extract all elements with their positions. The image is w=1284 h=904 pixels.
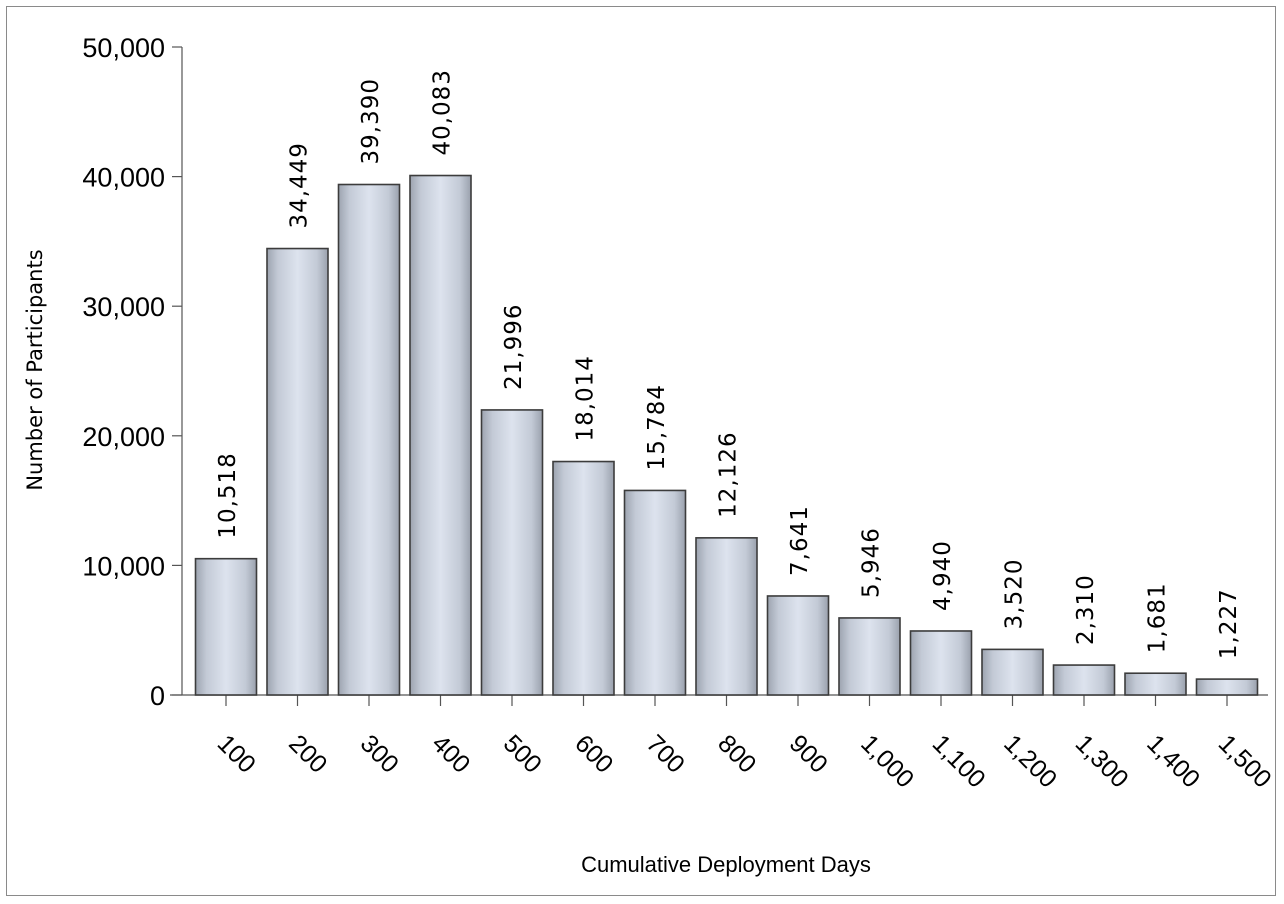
data-label: 10,518 bbox=[215, 452, 241, 538]
data-label: 12,126 bbox=[716, 431, 742, 517]
data-label: 4,940 bbox=[930, 540, 956, 611]
data-label: 1,227 bbox=[1216, 588, 1242, 659]
data-label: 39,390 bbox=[358, 78, 384, 164]
bar bbox=[480, 409, 544, 696]
bar bbox=[838, 617, 901, 696]
bars-group bbox=[194, 174, 1259, 696]
x-tick-label: 1,000 bbox=[855, 729, 919, 793]
bar bbox=[409, 174, 472, 696]
bar bbox=[337, 183, 401, 696]
bar bbox=[623, 489, 687, 696]
x-tick-label: 200 bbox=[283, 729, 332, 778]
bar bbox=[695, 537, 758, 696]
x-tick-label: 900 bbox=[784, 729, 833, 778]
bar bbox=[1195, 678, 1259, 696]
x-tick-label: 800 bbox=[712, 729, 761, 778]
y-tick-label: 30,000 bbox=[82, 292, 165, 322]
x-tick-label: 1,200 bbox=[998, 729, 1062, 793]
chart-frame bbox=[6, 6, 1276, 896]
x-tick-label: 1,300 bbox=[1070, 729, 1134, 793]
data-label: 1,681 bbox=[1145, 582, 1171, 653]
bar bbox=[766, 595, 830, 696]
x-tick-label: 1,400 bbox=[1141, 729, 1205, 793]
y-axis: 0 10,000 20,000 30,000 40,000 50,000 bbox=[82, 33, 183, 711]
data-labels-group: 10,518 34,449 39,390 40,083 21,996 18,014 15,7… bbox=[215, 69, 1242, 659]
data-label: 40,083 bbox=[430, 69, 456, 155]
y-tick-label: 0 bbox=[150, 681, 165, 711]
y-tick-label: 10,000 bbox=[82, 551, 165, 581]
x-tick-label: 100 bbox=[212, 729, 261, 778]
data-label: 7,641 bbox=[787, 505, 813, 576]
bar bbox=[266, 247, 329, 696]
data-label: 5,946 bbox=[859, 527, 885, 598]
y-tick-label: 20,000 bbox=[82, 422, 165, 452]
bar bbox=[552, 460, 615, 696]
x-tick-label: 400 bbox=[426, 729, 475, 778]
x-axis-title: Cumulative Deployment Days bbox=[581, 852, 871, 877]
bar bbox=[1052, 664, 1116, 696]
bar bbox=[1124, 672, 1187, 696]
x-tick-label: 600 bbox=[569, 729, 618, 778]
x-tick-label: 300 bbox=[355, 729, 404, 778]
x-tick-label: 700 bbox=[641, 729, 690, 778]
bar bbox=[194, 557, 258, 696]
y-axis-title: Number of Participants bbox=[23, 249, 47, 490]
data-label: 3,520 bbox=[1002, 559, 1028, 630]
x-tick-label: 1,500 bbox=[1213, 729, 1277, 793]
y-tick-label: 40,000 bbox=[82, 163, 165, 193]
data-label: 15,784 bbox=[644, 384, 670, 470]
data-label: 2,310 bbox=[1073, 574, 1099, 645]
bar bbox=[981, 648, 1044, 696]
data-label: 18,014 bbox=[573, 355, 599, 441]
x-tick-label: 1,100 bbox=[927, 729, 991, 793]
bar bbox=[909, 630, 973, 696]
x-tick-label: 500 bbox=[498, 729, 547, 778]
x-axis: 100 200 300 400 500 600 700 800 900 1,000 1,100 1,2… bbox=[170, 694, 1277, 793]
data-label: 21,996 bbox=[501, 303, 527, 389]
y-tick-label: 50,000 bbox=[82, 33, 165, 63]
data-label: 34,449 bbox=[287, 142, 313, 228]
